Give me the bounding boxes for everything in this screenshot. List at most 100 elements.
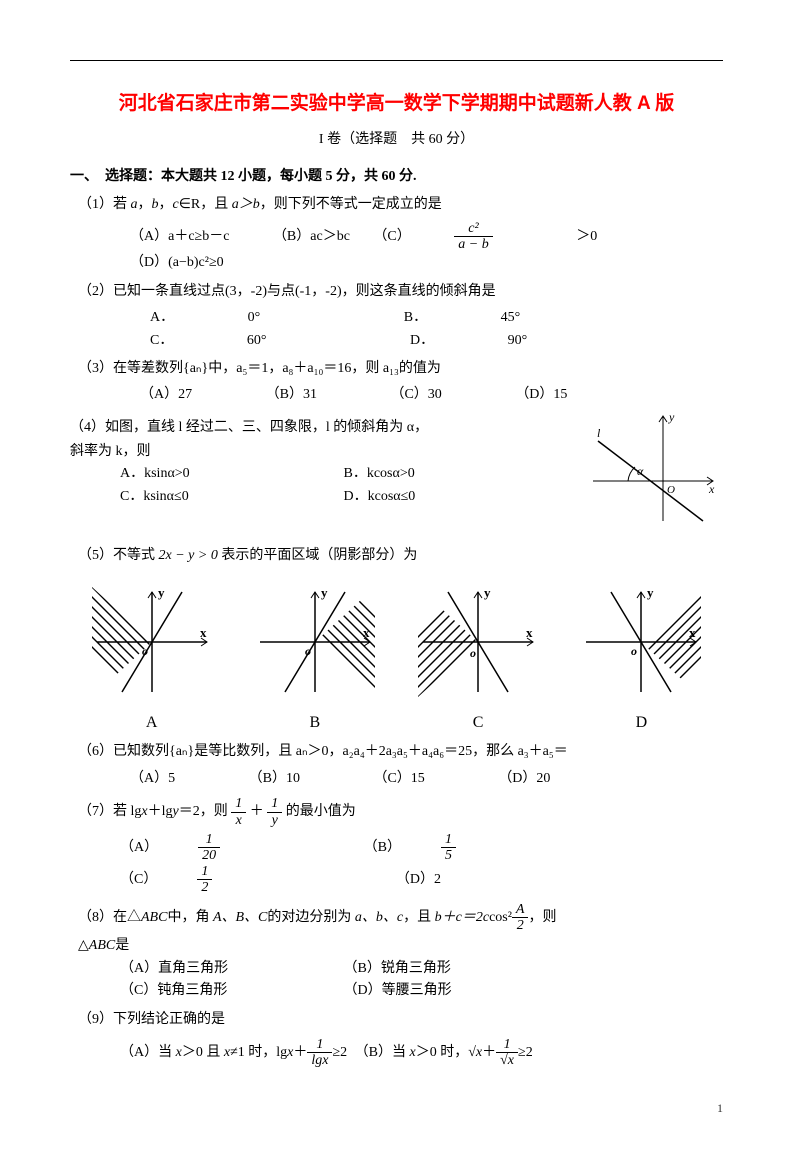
q2-options: A． 0° B． 45° C． 60° D． 90°: [150, 307, 723, 352]
val: 0°: [248, 307, 261, 329]
txt: ，则下列不等式一定成立的是: [260, 197, 442, 212]
t: A、B、C: [213, 910, 267, 925]
q7-A: （A） 120: [120, 832, 300, 864]
n: 1: [267, 796, 282, 812]
q4-line1: （4）如图，直线 l 经过二、三、四象限，l 的倾斜角为 α，: [70, 417, 583, 439]
xl: x: [526, 625, 533, 640]
t: （8）在△: [78, 910, 141, 925]
t: ≥2: [518, 1045, 533, 1060]
ol: o: [305, 644, 311, 658]
txt: （5）不等式: [78, 548, 155, 563]
t: ≠1 时，lg: [230, 1045, 287, 1060]
n: 1: [307, 1037, 332, 1053]
d: 2: [512, 918, 529, 933]
txt: ＞0: [576, 226, 597, 248]
lbl: C．: [150, 330, 173, 352]
question-3: （3）在等差数列{aₙ}中，a₅＝1，a₈＋a₁₀＝16，则 a₁₃的值为: [78, 358, 723, 380]
d: 5: [441, 848, 456, 863]
q1-C: （C） c²a − b ＞0: [373, 221, 637, 253]
n: 1: [231, 796, 246, 812]
t: （A）当: [120, 1045, 176, 1060]
q4-figure: α l y x O: [583, 411, 723, 539]
q7-D: （D）2: [396, 869, 441, 891]
q7-options: （A）120 （B）15 （C）12 （D）2: [120, 832, 723, 896]
n: 1: [441, 832, 456, 848]
q8-row1: （A）直角三角形 （B）锐角三角形: [70, 958, 723, 980]
val: 90°: [508, 330, 528, 352]
txt: ，: [159, 197, 173, 212]
t: ＋: [482, 1045, 496, 1060]
section-heading: 一、 选择题：本大题共 12 小题，每小题 5 分，共 60 分.: [70, 166, 723, 188]
txt: a: [131, 197, 138, 212]
t: 的最小值为: [286, 804, 356, 819]
x-label: x: [708, 482, 715, 496]
n: A: [512, 902, 529, 918]
q6-options: （A）5 （B）10 （C）15 （D）20: [130, 768, 723, 790]
q5-fig-D: y x o: [571, 587, 711, 705]
q7-B: （B） 15: [364, 832, 536, 864]
t: （C）: [120, 869, 157, 891]
t: ＋: [250, 804, 264, 819]
t: （A）: [120, 837, 158, 859]
q5-labels: A B C D: [70, 710, 723, 736]
question-1: （1）若 a，b，c∈R，且 a＞b，则下列不等式一定成立的是: [78, 194, 723, 216]
q5-fig-B: y x o: [245, 587, 385, 705]
t: ＋: [293, 1045, 307, 1060]
q4-opts-row1: A．ksinα>0 B．kcosα>0: [70, 463, 583, 485]
q4-opts-row2: C．ksinα≤0 D．kcosα≤0: [70, 486, 583, 508]
q6-B: （B）10: [249, 768, 300, 790]
t: cos²: [489, 910, 512, 925]
lbl: B．: [404, 307, 427, 329]
yl: y: [321, 585, 328, 600]
frac: 1y: [267, 796, 282, 828]
den: a − b: [454, 237, 492, 252]
n: 1: [197, 864, 212, 880]
q5-fig-C: y x o: [408, 587, 548, 705]
q3-C: （C）30: [390, 384, 441, 406]
t: ＞0 时，√: [416, 1045, 476, 1060]
xl: x: [200, 625, 207, 640]
yl: y: [647, 585, 654, 600]
q6-D: （D）20: [498, 768, 550, 790]
q1-A: （A）a＋c≥b－c: [130, 226, 229, 248]
q5-label-B: B: [245, 710, 385, 736]
t: （B）: [364, 837, 401, 859]
q8-A: （A）直角三角形: [120, 958, 340, 980]
n: 1: [198, 832, 220, 848]
question-7: （7）若 lgx＋lgy＝2，则 1x ＋ 1y 的最小值为: [78, 796, 723, 828]
txt: ∈R，且: [179, 197, 232, 212]
q5-label-D: D: [571, 710, 711, 736]
val: 45°: [501, 307, 521, 329]
txt: （C）: [373, 226, 410, 248]
q8-D: （D）等腰三角形: [344, 980, 452, 1002]
q1-B: （B）ac＞bc: [273, 226, 350, 248]
t: ＋lg: [148, 804, 173, 819]
f: 1√x: [496, 1037, 518, 1069]
question-9: （9）下列结论正确的是: [78, 1009, 723, 1031]
num: c²: [454, 221, 492, 237]
q8-line2: △ABC是: [78, 935, 723, 957]
t: （B）当: [355, 1045, 410, 1060]
t: ≥2: [332, 1045, 347, 1060]
ol: o: [142, 644, 148, 658]
q4-line2: 斜率为 k，则: [70, 441, 583, 463]
q3-options: （A）27 （B）31 （C）30 （D）15: [140, 384, 723, 406]
alpha-label: α: [637, 464, 644, 478]
t: ABC: [89, 938, 115, 953]
txt: b: [152, 197, 159, 212]
q3-D: （D）15: [515, 384, 567, 406]
q2-C: C． 60°: [150, 330, 336, 352]
d: y: [267, 813, 282, 828]
q7-C: （C）12: [120, 864, 292, 896]
txt: ，: [138, 197, 152, 212]
lbl: A．: [150, 307, 174, 329]
q9-B: （B）当 x＞0 时，√x＋1√x≥2: [355, 1045, 533, 1060]
lbl: D．: [410, 330, 434, 352]
q4-D: D．kcosα≤0: [344, 486, 416, 508]
page-number: 1: [70, 1099, 723, 1118]
t: ＞0 且: [182, 1045, 224, 1060]
d: 20: [198, 848, 220, 863]
question-8: （8）在△ABC中，角 A、B、C的对边分别为 a、b、c，且 b＋c＝2cco…: [78, 902, 723, 934]
txt: 表示的平面区域（阴影部分）为: [221, 548, 417, 563]
question-5: （5）不等式 2x − y > 0 表示的平面区域（阴影部分）为: [78, 545, 723, 567]
